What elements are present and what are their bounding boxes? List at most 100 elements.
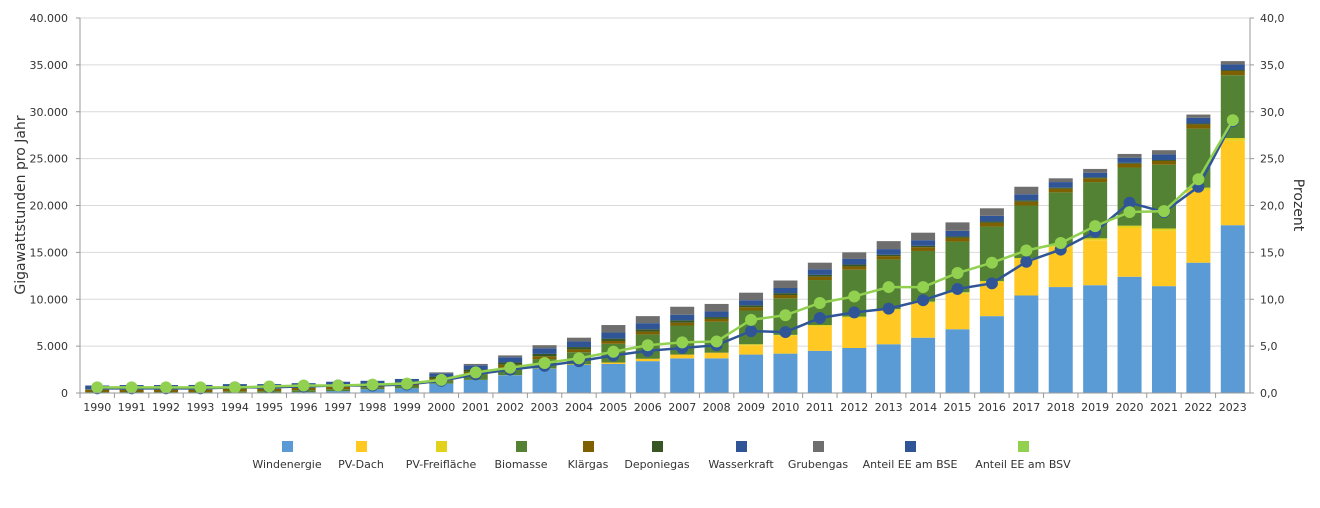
y-tick-label: 10.000 — [30, 293, 69, 306]
bar-deponiegas — [877, 255, 901, 256]
line-point — [1089, 220, 1101, 232]
x-tick-label: 2010 — [771, 401, 799, 414]
bar-wasserkraft — [808, 269, 832, 275]
bar-wasserkraft — [877, 249, 901, 255]
bar-kl-rgas — [670, 323, 694, 326]
line-point — [160, 381, 172, 393]
y-axis-label: Gigawattstunden pro Jahr — [13, 115, 29, 294]
line-point — [952, 283, 964, 295]
bar-wasserkraft — [980, 216, 1004, 222]
bar-kl-rgas — [601, 341, 625, 344]
x-tick-label: 1996 — [290, 401, 318, 414]
bar-deponiegas — [670, 320, 694, 322]
bar-deponiegas — [1221, 70, 1245, 71]
bar-grubengas — [705, 304, 729, 312]
x-tick-label: 2009 — [737, 401, 765, 414]
bar-windenergie — [498, 375, 522, 393]
x-tick-label: 1992 — [152, 401, 180, 414]
bar-wasserkraft — [670, 315, 694, 321]
bar-deponiegas — [636, 329, 660, 331]
bar-kl-rgas — [1186, 124, 1210, 128]
legend-swatch — [356, 441, 367, 452]
bar-deponiegas — [1186, 123, 1210, 124]
bar-kl-rgas — [1014, 202, 1038, 206]
x-tick-label: 1999 — [393, 401, 421, 414]
bar-pv-dach — [773, 336, 797, 354]
bar-grubengas — [1186, 115, 1210, 118]
bar-wasserkraft — [1118, 158, 1142, 163]
bar-pv-freifl-che — [808, 325, 832, 326]
legend-swatch — [583, 441, 594, 452]
line-point — [607, 346, 619, 358]
x-tick-label: 2001 — [462, 401, 490, 414]
y2-tick-label: 15,0 — [1260, 246, 1285, 259]
bar-biomasse — [911, 251, 935, 302]
bar-grubengas — [533, 345, 557, 348]
bar-windenergie — [1221, 225, 1245, 393]
bar-deponiegas — [1014, 200, 1038, 201]
line-point — [1055, 237, 1067, 249]
line-point — [435, 374, 447, 386]
bar-deponiegas — [739, 305, 763, 307]
bar-wasserkraft — [1049, 182, 1073, 188]
bar-kl-rgas — [1049, 189, 1073, 193]
line-point — [298, 380, 310, 392]
line-point — [848, 290, 860, 302]
bar-pv-dach — [946, 294, 970, 330]
legend-swatch — [1018, 441, 1029, 452]
bar-windenergie — [1152, 286, 1176, 393]
bar-grubengas — [498, 355, 522, 357]
y-tick-label: 35.000 — [30, 59, 69, 72]
bar-kl-rgas — [1118, 164, 1142, 168]
x-tick-label: 2014 — [909, 401, 937, 414]
legend-label: Biomasse — [494, 458, 547, 471]
line-point — [1158, 205, 1170, 217]
bar-grubengas — [567, 338, 591, 342]
bar-windenergie — [636, 361, 660, 393]
bar-grubengas — [1152, 150, 1176, 154]
bar-wasserkraft — [1186, 118, 1210, 124]
bar-windenergie — [601, 364, 625, 393]
x-tick-label: 2012 — [840, 401, 868, 414]
line-point — [917, 294, 929, 306]
bar-pv-dach — [911, 303, 935, 338]
line-point — [848, 306, 860, 318]
line-point — [573, 352, 585, 364]
x-tick-label: 2018 — [1047, 401, 1075, 414]
legend-swatch — [436, 441, 447, 452]
bar-pv-dach — [1118, 228, 1142, 277]
bar-kl-rgas — [567, 349, 591, 352]
bar-deponiegas — [533, 354, 557, 356]
bar-deponiegas — [601, 339, 625, 341]
line-point — [367, 379, 379, 391]
y-tick-label: 5.000 — [37, 340, 69, 353]
bar-wasserkraft — [498, 357, 522, 362]
bar-kl-rgas — [773, 295, 797, 298]
legend-label: Wasserkraft — [708, 458, 774, 471]
line-point — [504, 362, 516, 374]
bar-windenergie — [773, 354, 797, 393]
bar-kl-rgas — [946, 238, 970, 242]
bar-windenergie — [670, 358, 694, 393]
bar-grubengas — [773, 281, 797, 289]
bar-wasserkraft — [946, 231, 970, 237]
x-tick-label: 2004 — [565, 401, 593, 414]
line-point — [229, 381, 241, 393]
line-point — [1192, 173, 1204, 185]
bar-wasserkraft — [636, 323, 660, 329]
line-point — [814, 312, 826, 324]
bar-deponiegas — [705, 317, 729, 319]
line-point — [539, 357, 551, 369]
x-tick-label: 1991 — [118, 401, 146, 414]
line-point — [1227, 114, 1239, 126]
legend-swatch — [652, 441, 663, 452]
legend-swatch — [813, 441, 824, 452]
bar-windenergie — [808, 351, 832, 393]
bar-windenergie — [980, 316, 1004, 393]
x-tick-label: 2011 — [806, 401, 834, 414]
bar-kl-rgas — [739, 307, 763, 310]
bar-windenergie — [1083, 285, 1107, 393]
bar-windenergie — [1118, 277, 1142, 393]
bar-pv-dach — [601, 363, 625, 364]
bar-deponiegas — [1049, 188, 1073, 189]
